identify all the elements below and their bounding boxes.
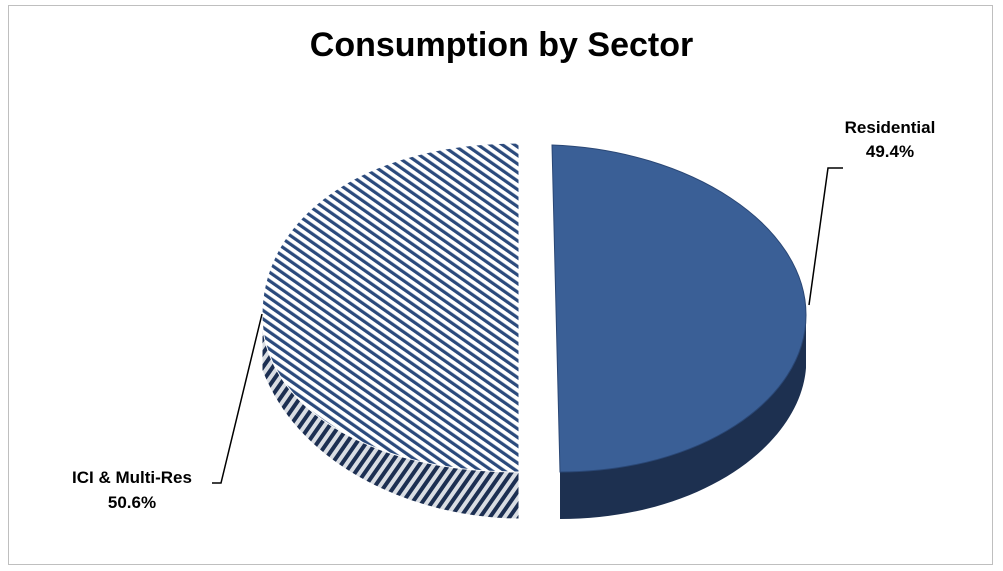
leader-line-residential: [808, 167, 843, 306]
slice-residential-top: [551, 144, 807, 473]
data-label-ici-name: ICI & Multi-Res: [72, 468, 192, 487]
slice-ici-multi-res: [261, 142, 520, 520]
data-label-residential-name: Residential: [845, 118, 936, 137]
slice-residential: [551, 144, 807, 519]
slice-residential-side: [560, 315, 806, 519]
data-label-residential-value: 49.4%: [866, 142, 914, 161]
data-label-ici-value: 50.6%: [108, 493, 156, 512]
chart-title: Consumption by Sector: [309, 26, 694, 64]
leader-line-ici: [212, 313, 263, 484]
